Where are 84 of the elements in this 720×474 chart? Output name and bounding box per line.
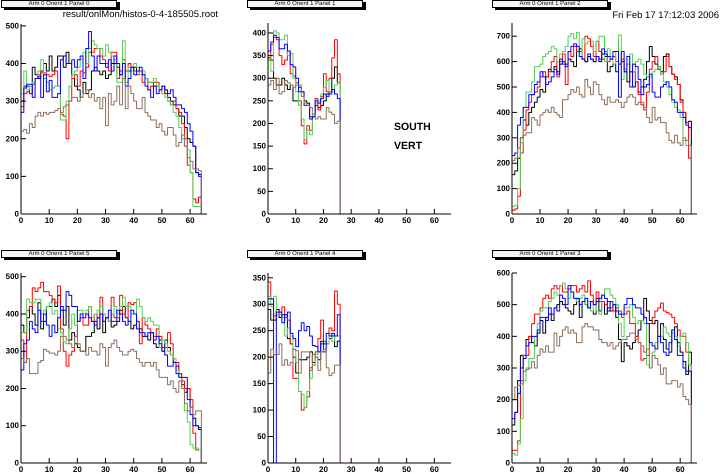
y-tick-label: 100 bbox=[6, 421, 20, 430]
text: result/onlMon/histos-0-4-185505.root bbox=[62, 9, 218, 21]
x-tick-label: 50 bbox=[402, 465, 412, 474]
y-tick-label: 200 bbox=[496, 395, 511, 404]
y-tick-label: 0 bbox=[262, 210, 267, 218]
y-tick-label: 500 bbox=[6, 21, 20, 30]
x-tick-label: 20 bbox=[319, 465, 328, 474]
y-tick-label: 300 bbox=[6, 346, 20, 356]
y-tick-label: 150 bbox=[252, 142, 267, 151]
y-tick-label: 0 bbox=[14, 210, 20, 218]
x-tick-label: 50 bbox=[402, 216, 412, 225]
y-tick-label: 400 bbox=[496, 108, 511, 117]
y-tick-label: 100 bbox=[252, 164, 267, 174]
x-tick-label: 60 bbox=[676, 216, 686, 225]
x-tick-label: 10 bbox=[291, 216, 301, 225]
x-tick-label: 40 bbox=[374, 465, 384, 474]
y-tick-label: 300 bbox=[252, 300, 267, 309]
x-tick-label: 10 bbox=[536, 465, 546, 474]
y-tick-label: 0 bbox=[506, 210, 511, 218]
y-tick-label: 400 bbox=[6, 59, 20, 68]
y-tick-label: 100 bbox=[252, 406, 267, 415]
x-tick-label: 50 bbox=[648, 216, 658, 225]
y-tick-label: 0 bbox=[262, 458, 267, 468]
x-tick-label: 40 bbox=[374, 216, 384, 225]
y-tick-label: 600 bbox=[496, 57, 511, 66]
x-tick-label: 10 bbox=[291, 465, 301, 474]
y-tick-label: 50 bbox=[257, 186, 267, 196]
x-tick-label: 30 bbox=[346, 465, 356, 474]
x-tick-label: 40 bbox=[620, 216, 630, 225]
y-tick-label: 700 bbox=[496, 32, 511, 41]
x-tick-label: 30 bbox=[101, 216, 111, 225]
y-tick-label: 350 bbox=[252, 273, 267, 282]
y-tick-label: 600 bbox=[496, 268, 511, 278]
x-tick-label: 30 bbox=[101, 465, 111, 474]
x-tick-label: 20 bbox=[72, 216, 82, 225]
x-tick-label: 60 bbox=[430, 465, 440, 474]
x-tick-label: 10 bbox=[44, 465, 54, 474]
y-tick-label: 500 bbox=[496, 82, 511, 92]
y-tick-label: 400 bbox=[6, 309, 20, 318]
x-tick-label: 10 bbox=[536, 216, 546, 225]
y-tick-label: 50 bbox=[257, 432, 267, 442]
y-tick-label: 150 bbox=[252, 379, 267, 388]
x-tick-label: 50 bbox=[157, 216, 167, 225]
y-tick-label: 200 bbox=[6, 134, 20, 144]
x-tick-label: 30 bbox=[592, 216, 602, 225]
x-tick-label: 60 bbox=[430, 216, 440, 225]
y-tick-label: 100 bbox=[6, 172, 20, 181]
y-tick-label: 250 bbox=[252, 326, 267, 336]
y-tick-label: 200 bbox=[496, 158, 511, 168]
x-tick-label: 60 bbox=[186, 216, 196, 225]
y-tick-label: 300 bbox=[496, 133, 511, 142]
x-tick-label: 60 bbox=[676, 465, 686, 474]
y-tick-label: 300 bbox=[252, 74, 267, 83]
y-tick-label: 100 bbox=[496, 184, 511, 194]
y-tick-label: 350 bbox=[252, 51, 267, 60]
x-tick-label: 10 bbox=[44, 216, 54, 225]
y-tick-label: 200 bbox=[252, 352, 267, 362]
annotation: VERT bbox=[394, 140, 422, 153]
x-tick-label: 40 bbox=[129, 465, 139, 474]
x-tick-label: 50 bbox=[157, 465, 167, 474]
text: Fri Feb 17 17:12:03 2006 bbox=[612, 10, 719, 22]
x-tick-label: 50 bbox=[648, 465, 658, 474]
x-tick-label: 30 bbox=[346, 216, 356, 225]
x-tick-label: 20 bbox=[564, 465, 574, 474]
y-tick-label: 300 bbox=[496, 364, 511, 372]
x-tick-label: 60 bbox=[186, 465, 196, 474]
y-tick-label: 200 bbox=[6, 384, 20, 393]
y-tick-label: 300 bbox=[6, 96, 20, 106]
x-tick-label: 20 bbox=[72, 465, 82, 474]
y-tick-label: 200 bbox=[252, 118, 267, 128]
x-tick-label: 30 bbox=[592, 465, 602, 474]
y-tick-label: 500 bbox=[496, 300, 511, 310]
x-tick-label: 20 bbox=[564, 216, 574, 225]
y-tick-label: 500 bbox=[6, 272, 20, 282]
y-tick-label: 250 bbox=[252, 96, 267, 106]
x-tick-label: 40 bbox=[620, 465, 630, 474]
y-tick-label: 400 bbox=[496, 332, 511, 341]
x-tick-label: 20 bbox=[319, 216, 328, 225]
x-tick-label: 40 bbox=[129, 216, 139, 225]
y-tick-label: 0 bbox=[14, 458, 20, 468]
y-tick-label: 0 bbox=[506, 458, 511, 468]
annotation: SOUTH bbox=[394, 121, 431, 134]
y-tick-label: 100 bbox=[496, 426, 511, 436]
y-tick-label: 400 bbox=[252, 28, 267, 38]
